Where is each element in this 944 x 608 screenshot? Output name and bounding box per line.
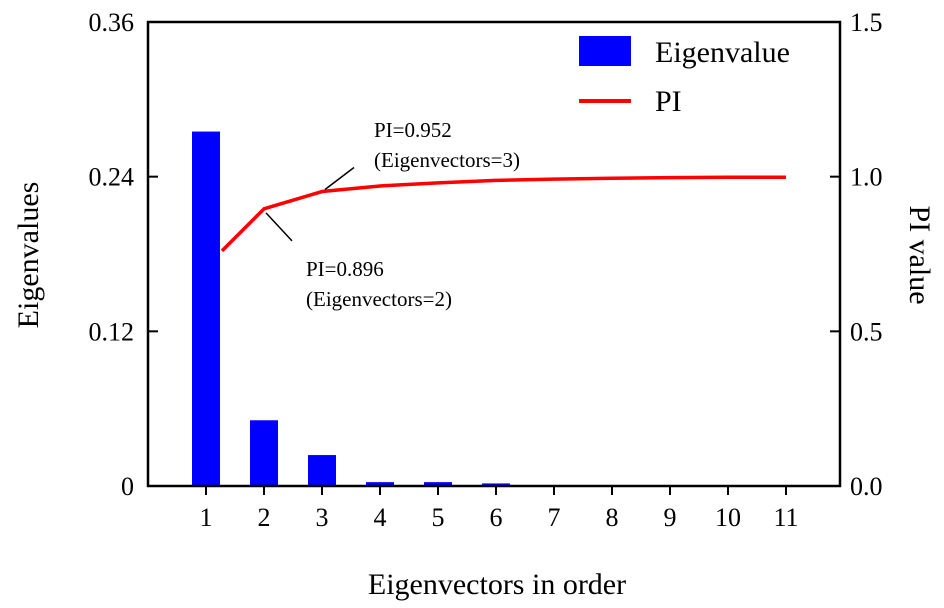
y-axis-title: Eigenvalues [12,182,45,329]
x-tick-label: 11 [773,503,798,532]
eigenvalue-bars [192,131,800,487]
legend-label-pi: PI [655,85,682,118]
x-tick-label: 8 [606,503,619,532]
annotation-text: (Eigenvectors=3) [374,148,520,172]
y2-axis-title: PI value [903,205,936,304]
y-tick-label: 0 [121,472,134,501]
x-tick-label: 4 [374,503,387,532]
annotation-leader [324,166,355,191]
annotations: PI=0.952 (Eigenvectors=3) PI=0.896 (Eigenve… [265,118,520,311]
legend-label-eigenvalue: Eigenvalue [655,36,790,69]
x-tick-label: 10 [715,503,741,532]
x-tick-label: 2 [258,503,271,532]
y-tick-label: 0.24 [89,163,135,192]
legend-swatch-eigenvalue [579,36,631,66]
eigenvalue-bar [366,482,394,486]
annotation-text: (Eigenvectors=2) [306,287,452,311]
legend: Eigenvalue PI [579,36,790,118]
x-tick-label: 7 [548,503,561,532]
eigenvalue-bar [250,420,278,486]
eigenvalue-bar [482,483,510,486]
x-tick-label: 6 [490,503,503,532]
y-tick-label: 0.12 [89,317,135,346]
pi-line-group [220,175,786,253]
annotation-text: PI=0.952 [374,118,452,142]
eigenvalue-bar [192,131,220,487]
x-tick-label: 3 [316,503,329,532]
annotation-text: PI=0.896 [306,257,384,281]
axes: 1 2 3 4 5 6 7 8 9 10 11 0 0.12 0.24 0.36 0.0 0.5 1.0 1.5 [89,8,883,532]
y2-tick-label: 1.5 [850,8,883,37]
x-axis-title: Eigenvectors in order [368,568,626,601]
x-tick-label: 1 [200,503,213,532]
plot-frame [146,20,842,488]
eigenvalue-bar [308,455,336,486]
pi-line [220,175,786,253]
eigenvalue-bar [424,482,452,486]
y2-tick-label: 1.0 [850,163,883,192]
x-tick-label: 9 [664,503,677,532]
y2-tick-label: 0.5 [850,317,883,346]
y-tick-label: 0.36 [89,8,135,37]
annotation-leader [265,212,293,242]
y2-tick-label: 0.0 [850,472,883,501]
x-tick-label: 5 [432,503,445,532]
